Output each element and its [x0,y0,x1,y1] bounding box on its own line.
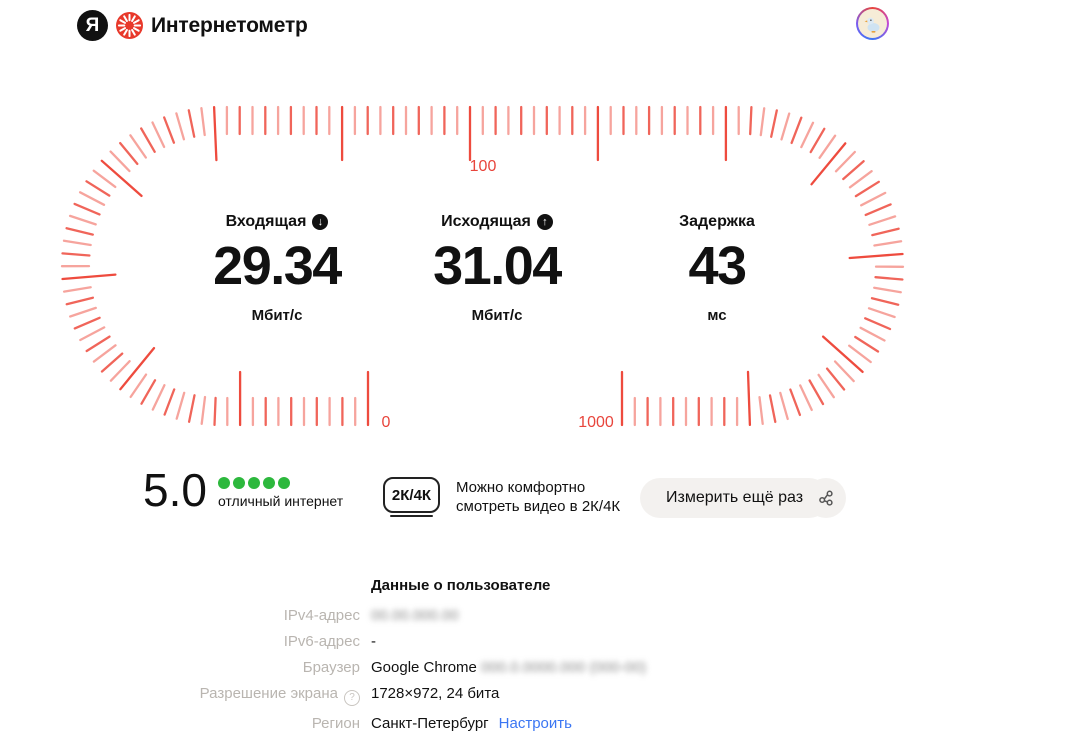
region-configure-link[interactable]: Настроить [498,715,572,732]
user-data-label: Браузер [302,659,360,676]
gauge-scale-100: 100 [469,158,497,175]
rating-dot-icon [277,477,290,489]
blurred-private-value: 000.0.0000.000 (000-00) [476,659,647,676]
rating-details: отличный интернет [217,466,344,514]
user-data-value: - [371,633,376,650]
share-button[interactable] [806,478,846,518]
quality-text-line1: Можно комфортно [456,479,586,496]
download-value: 29.34 [213,236,342,296]
user-data-title: Данные о пользователе [371,577,551,594]
user-data-label: Регион [311,715,360,732]
avatar-duck-image [858,9,887,38]
rating-dot-icon [232,477,245,489]
measure-again-button[interactable]: Измерить ещё раз [640,478,830,518]
help-icon[interactable]: ? [344,690,360,706]
user-data-label: IPv6-адрес [283,633,360,650]
connection-rating: 5.0 отличный интернет [143,464,344,516]
speed-metrics: Входящая ↓ 29.34 Мбит/с Исходящая ↑ 31.0… [167,213,827,324]
rating-dot-icon [217,477,230,489]
metric-upload: Исходящая ↑ 31.04 Мбит/с [387,213,607,324]
latency-label-text: Задержка [679,213,755,230]
gauge-scale-0: 0 [381,414,391,431]
upload-unit: Мбит/с [471,307,523,324]
down-arrow-icon: ↓ [312,214,329,230]
download-label: Входящая ↓ [167,213,387,231]
yandex-logo-icon: Я [77,10,108,41]
rating-dot-icon [247,477,260,489]
upload-label: Исходящая ↑ [387,213,607,231]
gauge-scale-1000: 1000 [578,414,614,431]
rating-dots [217,477,343,489]
rating-caption: отличный интернет [217,493,344,509]
latency-unit: мс [707,307,727,324]
latency-value: 43 [688,236,747,296]
blurred-private-value: 00.00.000.00 [371,607,459,624]
user-data-label: Разрешение экрана? [70,685,360,706]
internetometer-gauge-icon [116,12,143,39]
quality-text: Можно комфортно смотреть видео в 2К/4К [456,477,620,516]
user-data-label: IPv4-адрес [283,607,360,624]
upload-label-text: Исходящая [441,213,531,230]
quality-text-line2: смотреть видео в 2К/4К [456,498,621,515]
user-avatar[interactable] [856,7,889,40]
up-arrow-icon: ↑ [536,214,553,230]
tv-2k4k-icon: 2К/4К [383,477,440,517]
metric-download: Входящая ↓ 29.34 Мбит/с [167,213,387,324]
brand-logo[interactable]: Я Интернетометр [77,10,308,41]
download-label-text: Входящая [225,213,307,230]
download-unit: Мбит/с [251,307,303,324]
user-data-value: Санкт-Петербург Настроить [371,715,572,732]
page-title: Интернетометр [151,13,308,37]
user-data-table: IPv4-адрес 00.00.000.00 IPv6-адрес - Браузер… [70,607,647,732]
user-data-value: 1728×972, 24 бита [371,685,500,702]
rating-dot-icon [262,477,275,489]
metric-latency: Задержка 43 мс [607,213,827,324]
user-data-value: Google Chrome 000.0.0000.000 (000-00) [371,659,647,676]
video-quality: 2К/4К Можно комфортно смотреть видео в 2… [383,477,620,517]
user-data-value: 00.00.000.00 [371,607,646,624]
rating-score: 5.0 [143,464,207,516]
upload-value: 31.04 [433,236,562,296]
share-icon [819,490,833,506]
latency-label: Задержка [607,213,827,231]
